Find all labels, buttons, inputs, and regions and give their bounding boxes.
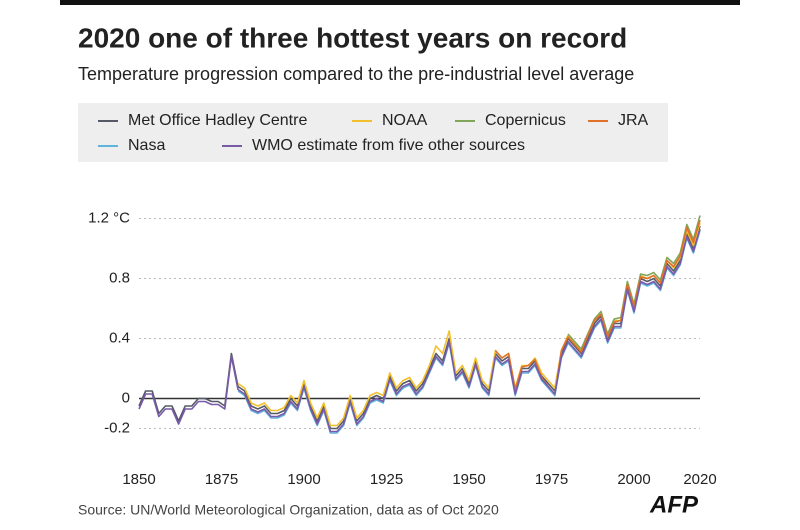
y-tick-label: 0 <box>122 389 130 406</box>
x-tick-label: 1875 <box>205 471 238 488</box>
series-line <box>494 219 701 397</box>
y-tick-label: -0.2 <box>104 419 130 436</box>
y-tick-label: 1.2 °C <box>88 209 130 226</box>
legend-label: NOAA <box>382 112 428 129</box>
x-tick-label: 1925 <box>370 471 403 488</box>
series-line <box>138 228 701 433</box>
legend-label: Copernicus <box>485 112 566 129</box>
logo: AFP <box>649 491 699 518</box>
legend-label: Met Office Hadley Centre <box>128 112 307 129</box>
chart-subtitle: Temperature progression compared to the … <box>78 64 634 84</box>
x-tick-label: 2000 <box>617 471 650 488</box>
series-line <box>237 230 701 434</box>
chart-title: 2020 one of three hottest years on recor… <box>78 22 627 53</box>
legend-label: JRA <box>618 112 649 129</box>
series-line <box>567 215 701 350</box>
source: Source: UN/World Meteorological Organiza… <box>78 502 499 518</box>
legend-box <box>78 103 668 162</box>
y-tick-label: 0.8 <box>109 269 130 286</box>
y-tick-label: 0.4 <box>109 329 130 346</box>
top-bar <box>60 0 740 5</box>
legend-label: Nasa <box>128 137 165 154</box>
x-tick-label: 1950 <box>452 471 485 488</box>
x-tick-label: 1900 <box>287 471 320 488</box>
legend-label: WMO estimate from five other sources <box>252 137 525 154</box>
x-tick-label: 2020 <box>683 471 716 488</box>
x-tick-label: 1850 <box>122 471 155 488</box>
x-tick-label: 1975 <box>535 471 568 488</box>
